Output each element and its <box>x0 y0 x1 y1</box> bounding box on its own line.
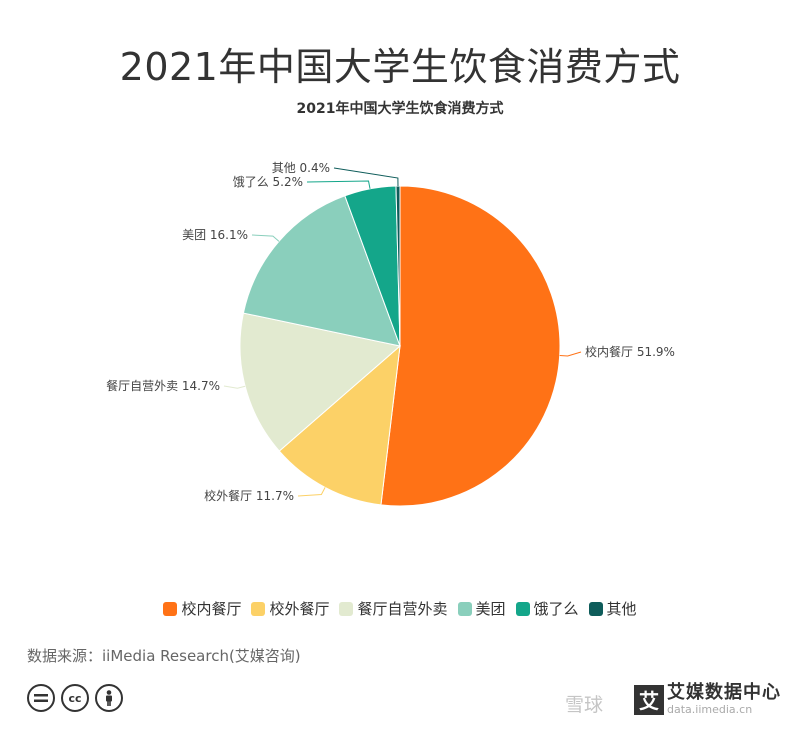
pie-chart: 校内餐厅 51.9% 校外餐厅 11.7% 餐厅自营外卖 14.7% 美团 16.1%… <box>106 161 675 507</box>
legend-item[interactable]: 饿了么 <box>515 598 579 619</box>
pie-slice <box>239 312 402 452</box>
label-leader-line <box>297 487 326 497</box>
legend-swatch <box>457 601 472 616</box>
legend-item[interactable]: 其他 <box>588 598 637 619</box>
equals-icon <box>27 684 55 712</box>
license-icons: cc <box>27 684 123 712</box>
legend-item[interactable]: 美团 <box>457 598 506 619</box>
legend-item[interactable]: 餐厅自营外卖 <box>339 598 448 619</box>
legend-label: 其他 <box>606 600 637 618</box>
chart-subtitle: 2021年中国大学生饮食消费方式 <box>296 101 504 117</box>
label-leader-line <box>333 167 399 187</box>
iimedia-logo: 艾 艾媒数据中心 data.iimedia.cn <box>634 684 781 715</box>
legend-label: 校内餐厅 <box>181 600 242 618</box>
legend-item[interactable]: 校外餐厅 <box>251 598 329 619</box>
slice-data-label: 饿了么 5.2% <box>233 175 303 189</box>
slice-data-label: 美团 16.1% <box>182 228 248 242</box>
legend-label: 餐厅自营外卖 <box>357 600 448 618</box>
chart-legend: 校内餐厅 校外餐厅 餐厅自营外卖 美团 饿了么 其他 <box>0 598 800 619</box>
label-leader-line <box>223 385 246 389</box>
logo-domain: data.iimedia.cn <box>667 703 753 716</box>
watermark-text: 雪球 <box>565 694 604 716</box>
logo-text: 艾媒数据中心 <box>667 682 781 703</box>
legend-swatch <box>588 601 603 616</box>
legend-label: 美团 <box>475 600 506 618</box>
legend-label: 校外餐厅 <box>269 600 330 618</box>
legend-swatch <box>515 601 530 616</box>
logo-badge: 艾 <box>634 684 664 715</box>
chart-title: 2021年中国大学生饮食消费方式 <box>119 45 681 89</box>
legend-item[interactable]: 校内餐厅 <box>163 598 241 619</box>
slice-data-label: 校内餐厅 51.9% <box>585 344 675 359</box>
data-source: 数据来源：iiMedia Research(艾媒咨询) <box>27 647 301 665</box>
legend-label: 饿了么 <box>533 600 579 618</box>
pie-slice <box>380 185 561 507</box>
slice-data-label: 餐厅自营外卖 14.7% <box>106 378 220 393</box>
slice-data-label: 其他 0.4% <box>272 161 330 175</box>
legend-swatch <box>163 601 178 616</box>
label-leader-line <box>559 351 582 357</box>
slice-data-label: 校外餐厅 11.7% <box>204 488 294 503</box>
pie-slice <box>242 195 401 347</box>
label-leader-line <box>306 180 371 189</box>
cc-icon: cc <box>61 684 89 712</box>
person-icon <box>95 684 123 712</box>
legend-swatch <box>339 601 354 616</box>
label-leader-line <box>251 234 280 242</box>
pie-slice <box>395 185 401 347</box>
legend-swatch <box>251 601 266 616</box>
pie-slice <box>278 344 401 506</box>
